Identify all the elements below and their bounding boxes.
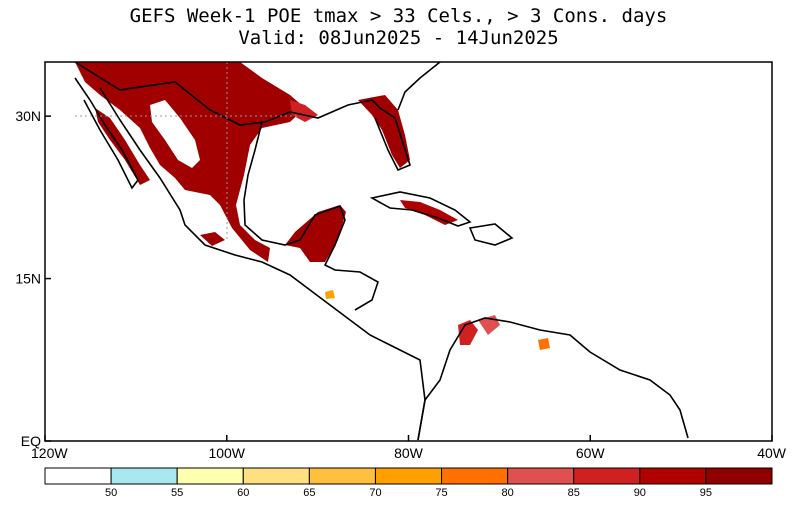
latitude-axis: EQ 15N 30N (15, 108, 51, 449)
colorbar-label: 65 (303, 487, 315, 499)
coast-mexico-east (243, 121, 379, 311)
probability-shading (75, 62, 550, 350)
shade-yucatan (285, 205, 346, 262)
colorbar-label: 60 (237, 487, 249, 499)
colorbar-bin (573, 467, 641, 485)
shade-baja (95, 108, 150, 185)
lon-tick-label: 120W (31, 445, 68, 461)
colorbar-label: 90 (634, 487, 646, 499)
colorbar: 50 55 60 65 70 75 80 85 90 95 (44, 467, 773, 499)
colorbar-label: 95 (700, 487, 712, 499)
colorbar-label: 70 (369, 487, 381, 499)
colorbar-bin (308, 467, 376, 485)
colorbar-bin (110, 467, 178, 485)
coastlines (74, 61, 689, 441)
coast-south-america (417, 317, 689, 441)
lon-tick-label: 80W (394, 445, 424, 461)
colorbar-bin (374, 467, 443, 485)
shade-venezuela-east (538, 338, 550, 350)
lat-tick-label: 15N (15, 271, 41, 287)
lon-tick-label: 60W (576, 445, 606, 461)
coast-hispaniola (468, 223, 514, 246)
colorbar-bin (639, 467, 707, 485)
shade-texas-coast (290, 100, 318, 122)
map-title: GEFS Week-1 POE tmax > 33 Cels., > 3 Con… (129, 5, 668, 27)
coast-florida-atlantic (397, 61, 441, 111)
shade-colombia-north (458, 320, 478, 345)
colorbar-label: 55 (171, 487, 183, 499)
shade-mexico-south-coast (200, 232, 225, 246)
colorbar-label: 85 (568, 487, 580, 499)
colorbar-bin (507, 467, 575, 485)
coast-gulf-mexico (74, 61, 411, 172)
colorbar-label: 80 (502, 487, 514, 499)
lon-tick-label: 40W (757, 445, 787, 461)
lat-tick-label: 30N (15, 108, 41, 124)
lat-tick-label: EQ (21, 433, 41, 449)
colorbar-bin (441, 467, 509, 485)
colorbar-bin (242, 467, 310, 485)
shade-honduras (325, 290, 335, 299)
coast-baja (74, 77, 139, 190)
colorbar-bin (705, 467, 773, 485)
shade-florida (358, 95, 410, 168)
colorbar-bin (44, 467, 112, 485)
longitude-axis: 120W 100W 80W 60W 40W (31, 435, 787, 461)
colorbar-bin (176, 467, 244, 485)
lon-tick-label: 100W (208, 445, 245, 461)
coast-pacific-mexico (99, 87, 426, 441)
map-valid-dates: Valid: 08Jun2025 - 14Jun2025 (238, 27, 559, 49)
shade-white-hole (150, 100, 200, 168)
shade-cuba (400, 200, 458, 225)
colorbar-label: 75 (435, 487, 447, 499)
coast-cuba (369, 191, 472, 227)
colorbar-label: 50 (105, 487, 117, 499)
